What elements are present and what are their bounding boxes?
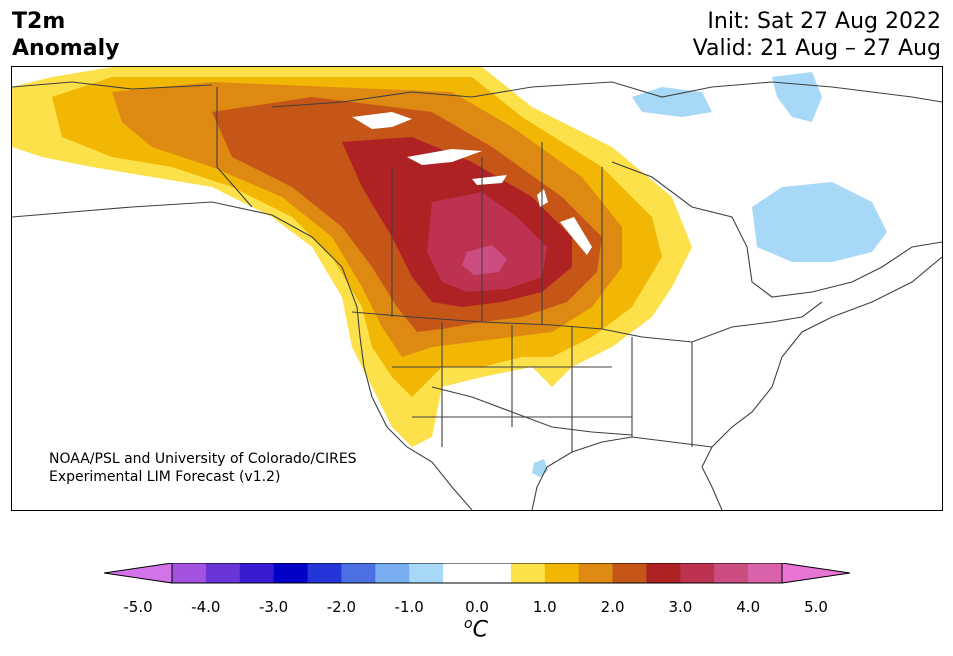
anomaly-region-cool-hudson xyxy=(752,182,887,262)
colorbar-cell xyxy=(612,563,647,583)
great-slave-lake xyxy=(407,149,482,165)
colorbar-tick-label: 3.0 xyxy=(668,598,693,616)
colorbar-tick-label: -5.0 xyxy=(123,598,153,616)
colorbar-cell xyxy=(578,563,614,583)
hudson-bay-coast xyxy=(611,161,942,298)
unit-superscript: o xyxy=(464,616,473,632)
colorbar-cell xyxy=(205,563,241,583)
west-coast xyxy=(12,201,473,510)
title-line-2: Anomaly xyxy=(12,36,120,61)
anomaly-region-cool-arctic-2 xyxy=(772,72,822,122)
colorbar-cell xyxy=(239,563,275,583)
credit-text: NOAA/PSL and University of Colorado/CIRE… xyxy=(49,450,357,486)
anomaly-region-cool-mexico xyxy=(532,459,548,477)
colorbar-arrow-left xyxy=(104,563,173,584)
colorbar-cell xyxy=(544,563,580,583)
great-bear-lake xyxy=(352,112,412,129)
colorbar-cell xyxy=(510,563,546,583)
colorbar-tick-label: 4.0 xyxy=(736,598,761,616)
colorbar-cells xyxy=(172,563,783,583)
colorbar-cell xyxy=(443,563,478,583)
map-title: T2m Anomaly xyxy=(12,8,119,62)
credit-line-1: NOAA/PSL and University of Colorado/CIRE… xyxy=(49,451,357,467)
us-mexico-border xyxy=(431,386,633,436)
east-coast xyxy=(701,256,942,510)
colorbar-cell xyxy=(273,563,309,583)
colorbar-cell xyxy=(341,563,376,583)
colorbar xyxy=(104,563,850,584)
anomaly-map: NOAA/PSL and University of Colorado/CIRE… xyxy=(11,66,943,511)
colorbar-cell xyxy=(375,563,410,583)
lake-athabasca xyxy=(472,175,507,185)
anomaly-shading xyxy=(12,67,887,477)
colorbar-cell xyxy=(646,563,681,583)
colorbar-tick-label: -4.0 xyxy=(191,598,221,616)
init-date: Init: Sat 27 Aug 2022 xyxy=(707,9,941,34)
colorbar-unit: oC xyxy=(464,616,488,642)
alaska-border xyxy=(216,87,253,208)
forecast-dates: Init: Sat 27 Aug 2022 Valid: 21 Aug – 27… xyxy=(693,8,941,62)
colorbar-tick-label: -1.0 xyxy=(394,598,424,616)
colorbar-cell xyxy=(714,563,749,583)
colorbar-tick-label: 1.0 xyxy=(532,598,557,616)
unit-letter: C xyxy=(472,617,488,643)
colorbar-tick-label: -2.0 xyxy=(326,598,357,616)
colorbar-cell xyxy=(307,563,342,583)
title-line-1: T2m xyxy=(12,9,66,34)
alaska-north-coast xyxy=(12,81,213,90)
canada-us-border xyxy=(351,301,823,343)
gulf-coast xyxy=(531,436,713,510)
colorbar-tick-labels: -5.0 -4.0 -3.0 -2.0 -1.0 0.0 1.0 2.0 3.0 4.0 5.0 xyxy=(0,598,953,618)
lakes xyxy=(352,112,592,255)
colorbar-tick-label: -3.0 xyxy=(258,598,289,616)
anomaly-region-4c xyxy=(462,245,507,275)
colorbar-cell xyxy=(748,563,783,583)
colorbar-cell xyxy=(172,563,207,583)
colorbar-cell xyxy=(477,563,512,583)
credit-line-2: Experimental LIM Forecast (v1.2) xyxy=(49,469,281,485)
lake-winnipeg xyxy=(560,217,592,255)
colorbar-arrow-right xyxy=(781,563,850,584)
valid-range: Valid: 21 Aug – 27 Aug xyxy=(692,36,941,61)
map-canvas xyxy=(12,67,942,510)
colorbar-tick-label: 5.0 xyxy=(804,598,828,616)
boundaries xyxy=(12,81,942,510)
anomaly-region-35c xyxy=(427,192,547,292)
colorbar-tick-label: 0.0 xyxy=(465,598,489,616)
arctic-coast xyxy=(271,81,942,108)
colorbar-tick-label: 2.0 xyxy=(600,598,625,616)
colorbar-cell xyxy=(680,563,715,583)
colorbar-outline xyxy=(171,563,783,584)
colorbar-cell xyxy=(409,563,444,583)
